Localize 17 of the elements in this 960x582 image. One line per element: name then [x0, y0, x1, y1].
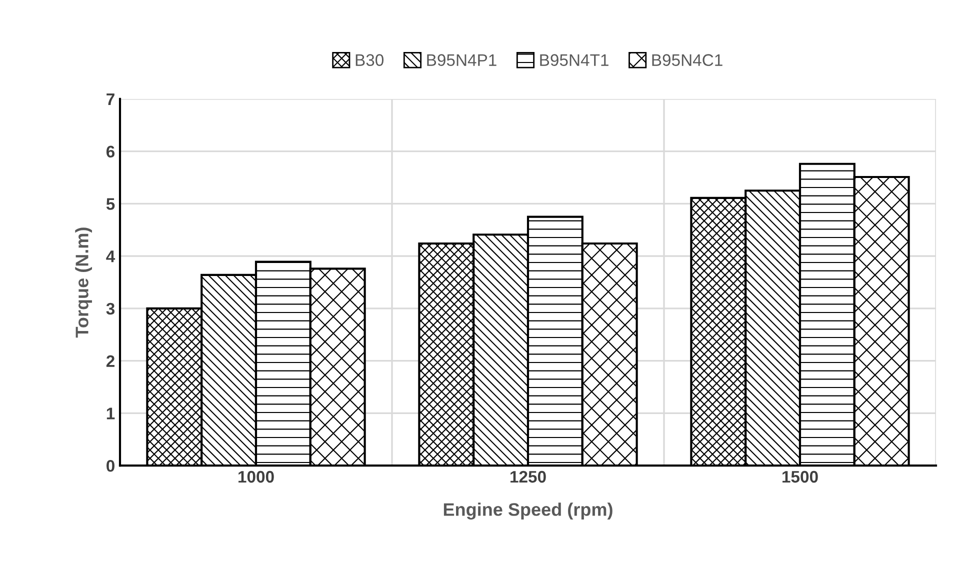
x-tick-label: 1500	[782, 470, 818, 483]
legend-label: B30	[356, 54, 384, 66]
x-tick-label: 1250	[510, 470, 546, 483]
x-axis-title: Engine Speed (rpm)	[444, 502, 612, 520]
legend-label: B95N4C1	[652, 54, 722, 66]
y-tick-label: 4	[106, 250, 116, 262]
y-tick-label: 1	[106, 408, 115, 420]
legend-label: B95N4T1	[540, 54, 608, 66]
y-tick-label: 6	[106, 146, 115, 158]
y-tick-label: 5	[106, 198, 115, 210]
y-tick-label: 2	[106, 355, 114, 367]
y-tick-label: 3	[106, 302, 115, 315]
legend-label: B95N4P1	[427, 54, 496, 66]
x-tick-label: 1000	[238, 470, 274, 483]
y-tick-label: 7	[106, 94, 114, 105]
y-axis-title: Torque (N.m)	[75, 228, 92, 338]
y-tick-label: 0	[106, 460, 114, 472]
